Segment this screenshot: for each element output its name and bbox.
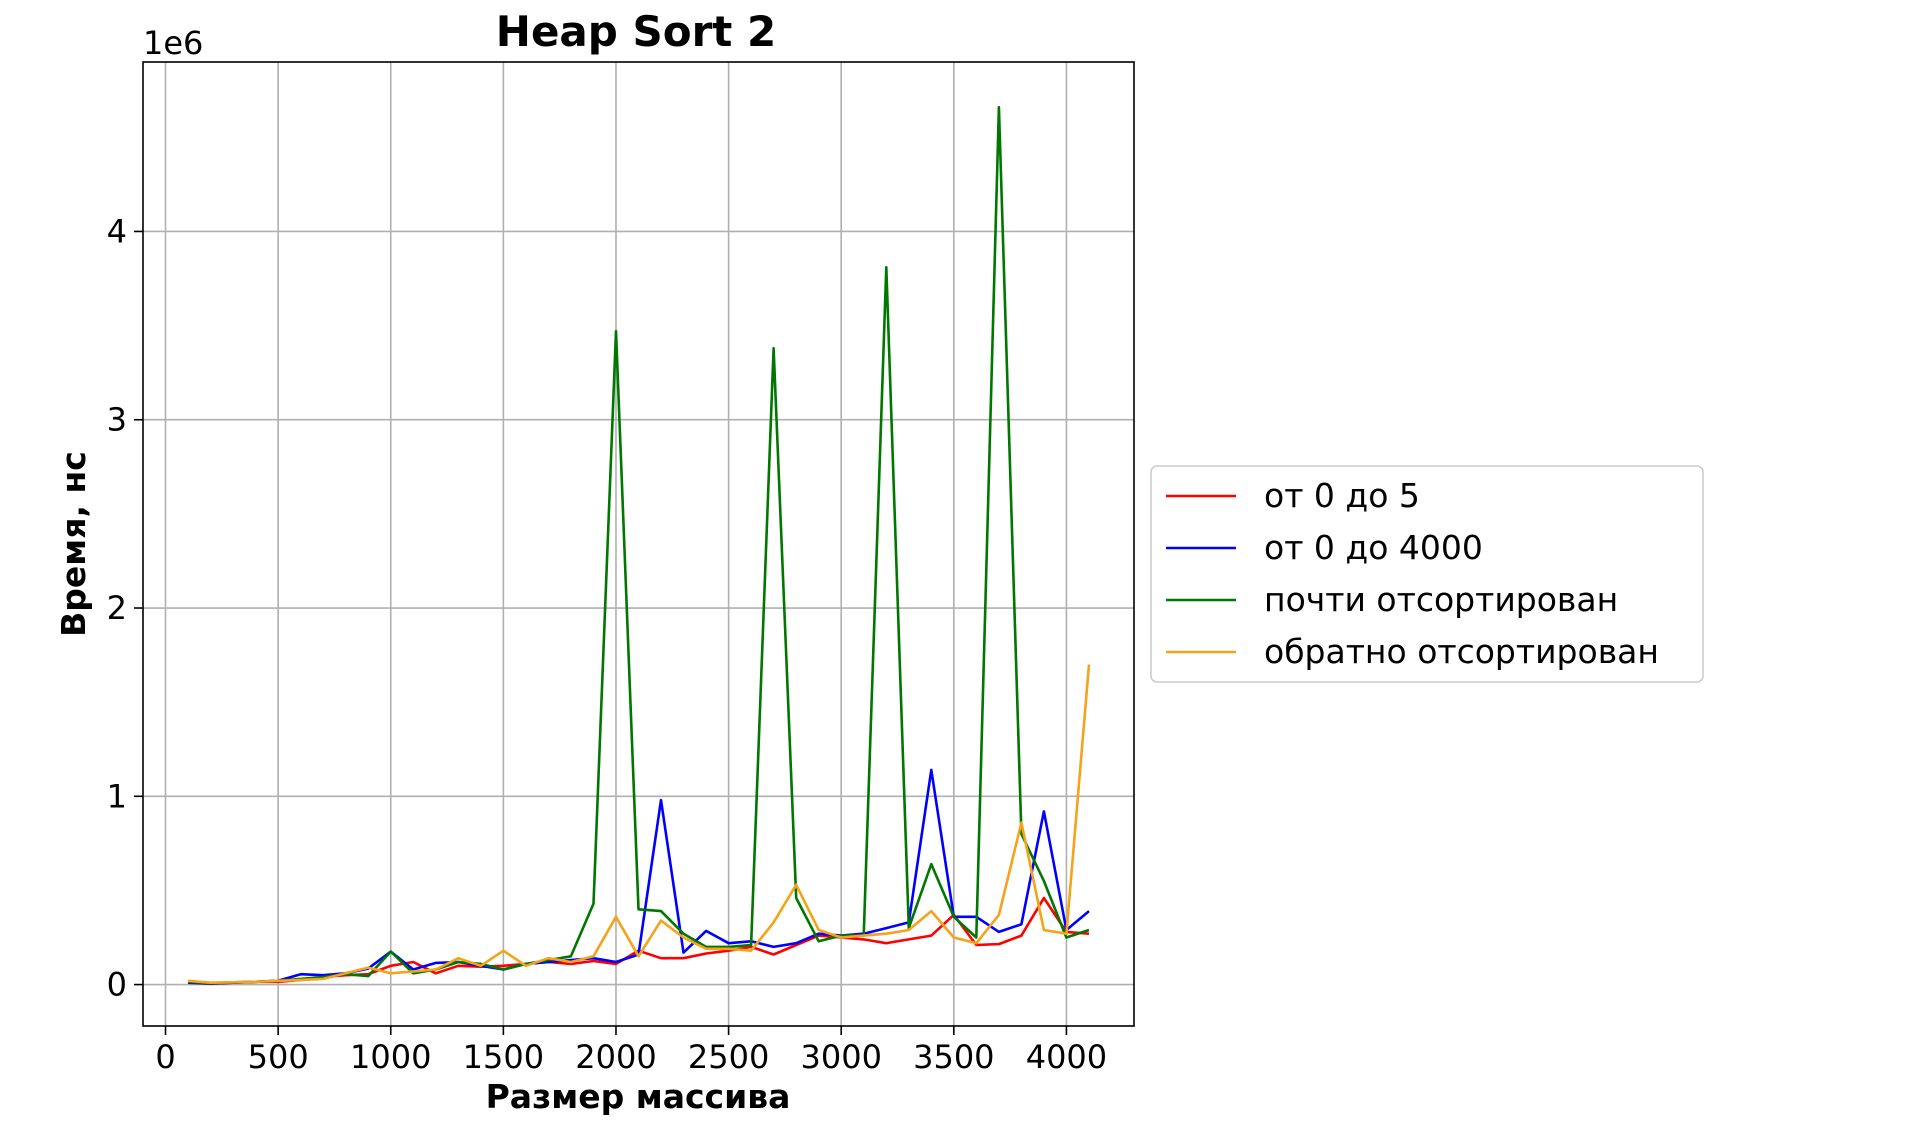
series-line-3 bbox=[187, 664, 1091, 985]
x-tick-label: 0 bbox=[155, 1038, 175, 1076]
x-tick-label: 1000 bbox=[350, 1038, 431, 1076]
y-tick-label: 4 bbox=[107, 212, 127, 250]
x-tick-label: 2000 bbox=[575, 1038, 656, 1076]
legend-label-0: от 0 до 5 bbox=[1264, 476, 1420, 515]
y-tick-label: 0 bbox=[107, 966, 127, 1004]
y-tick-label: 1 bbox=[107, 777, 127, 815]
y-axis-title: Время, нс bbox=[54, 451, 93, 637]
series-lines bbox=[187, 105, 1091, 985]
x-axis-title: Размер массива bbox=[486, 1077, 791, 1116]
legend-label-1: от 0 до 4000 bbox=[1264, 528, 1483, 567]
y-tick-label: 3 bbox=[107, 401, 127, 439]
x-tick-label: 1500 bbox=[463, 1038, 544, 1076]
legend-label-3: обратно отсортирован bbox=[1264, 632, 1659, 671]
legend-label-2: почти отсортирован bbox=[1264, 580, 1618, 619]
grid-lines bbox=[143, 62, 1134, 1026]
x-tick-label: 4000 bbox=[1026, 1038, 1107, 1076]
y-tick-label: 2 bbox=[107, 589, 127, 627]
legend-box bbox=[1150, 465, 1704, 683]
x-tick-label: 3000 bbox=[800, 1038, 881, 1076]
plot-area-frame bbox=[142, 61, 1135, 1027]
x-tick-label: 500 bbox=[248, 1038, 309, 1076]
legend: от 0 до 5 от 0 до 4000 почти отсортирован о… bbox=[1150, 465, 1704, 683]
x-tick-label: 2500 bbox=[688, 1038, 769, 1076]
x-tick-label: 3500 bbox=[913, 1038, 994, 1076]
chart-title: Heap Sort 2 bbox=[496, 7, 776, 56]
axis-ticks: 0 500 1000 1500 2000 2500 3000 3500 4000 0 1 2 3 4 bbox=[107, 212, 1108, 1076]
y-axis-offset-label: 1e6 bbox=[143, 24, 203, 62]
